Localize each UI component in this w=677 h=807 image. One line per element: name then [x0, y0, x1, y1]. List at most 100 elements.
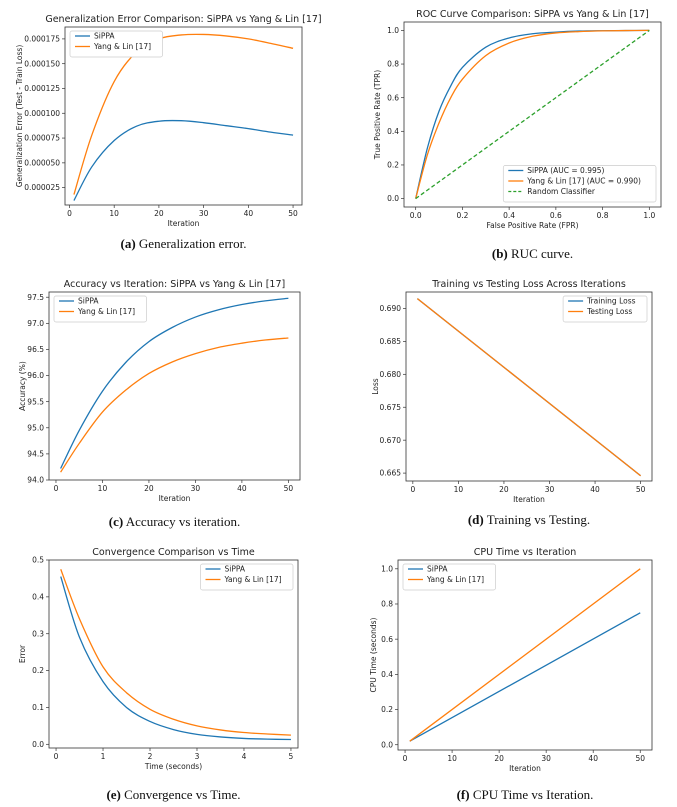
legend-box: [69, 30, 163, 58]
figure-caption: (b) RUC curve.: [492, 246, 573, 261]
y-tick-label: 0.000100: [24, 109, 60, 118]
x-axis-label: Iteration: [509, 764, 541, 773]
x-tick-label: 30: [545, 485, 555, 494]
legend-label: SiPPA: [427, 565, 448, 574]
x-axis-label: Iteration: [159, 494, 191, 503]
x-tick-label: 5: [289, 752, 294, 761]
legend-label: SiPPA: [94, 32, 115, 41]
x-tick-label: 20: [499, 485, 509, 494]
x-axis-label: False Positive Rate (FPR): [487, 221, 579, 230]
legend-label: Random Classifier: [527, 187, 596, 196]
series-line-yang-lin-17: [409, 568, 641, 742]
y-tick-label: 0.665: [380, 469, 402, 478]
plot-frame: [403, 21, 662, 208]
legend: SiPPA (AUC = 0.995) Yang & Lin [17] (AUC …: [502, 165, 657, 203]
x-tick-label: 0.6: [550, 211, 562, 220]
legend-label: Yang & Lin [17]: [93, 42, 151, 51]
legend-box: [200, 563, 294, 591]
caption-text: RUC curve.: [508, 246, 573, 261]
chart-c: Accuracy vs Iteration: SiPPA vs Yang & L…: [18, 279, 301, 529]
y-tick-label: 0.2: [32, 666, 44, 675]
x-tick-label: 10: [98, 484, 108, 493]
y-axis-label: Loss: [371, 378, 380, 395]
x-tick-label: 10: [109, 209, 119, 218]
x-tick-label: 1.0: [643, 211, 655, 220]
y-tick-label: 97.5: [27, 293, 44, 302]
chart-title: ROC Curve Comparison: SiPPA vs Yang & Li…: [416, 9, 649, 20]
y-tick-label: 0.4: [32, 592, 44, 601]
x-tick-label: 50: [635, 754, 645, 763]
y-tick-label: 96.5: [27, 345, 44, 354]
series-line-sippa: [60, 297, 289, 469]
legend-label: SiPPA: [78, 297, 99, 306]
y-tick-label: 0.000075: [24, 134, 60, 143]
caption-text: Training vs Testing.: [484, 512, 590, 527]
x-tick-label: 4: [242, 752, 247, 761]
y-tick-label: 0.4: [381, 670, 393, 679]
x-tick-label: 1: [101, 752, 106, 761]
figure-caption: (a) Generalization error.: [121, 236, 247, 251]
x-tick-label: 40: [237, 484, 247, 493]
figure-caption: (f) CPU Time vs Iteration.: [457, 787, 594, 802]
y-axis-label: Generalization Error (Test - Train Loss): [15, 45, 24, 188]
x-tick-label: 30: [191, 484, 201, 493]
chart-title: Generalization Error Comparison: SiPPA v…: [45, 14, 321, 25]
x-tick-label: 0.8: [597, 211, 609, 220]
figure-caption: (e) Convergence vs Time.: [106, 787, 240, 802]
y-tick-label: 96.0: [27, 371, 44, 380]
chart-d: Training vs Testing Loss Across Iteratio…: [371, 279, 653, 527]
chart-b: ROC Curve Comparison: SiPPA vs Yang & Li…: [373, 9, 662, 261]
x-tick-label: 30: [541, 754, 551, 763]
x-tick-label: 30: [199, 209, 209, 218]
x-tick-label: 3: [195, 752, 200, 761]
legend-box: [502, 165, 657, 203]
x-tick-label: 40: [590, 485, 600, 494]
legend-label: Yang & Lin [17]: [426, 575, 484, 584]
y-axis-label: Accuracy (%): [18, 361, 27, 411]
x-tick-label: 10: [447, 754, 457, 763]
y-tick-label: 0.000125: [24, 84, 60, 93]
y-tick-label: 0.5: [32, 556, 44, 565]
plot-frame: [405, 291, 653, 482]
legend-label: SiPPA (AUC = 0.995): [527, 166, 604, 175]
caption-text: Accuracy vs iteration.: [123, 514, 240, 529]
y-tick-label: 97.0: [27, 319, 44, 328]
x-axis-label: Iteration: [513, 495, 545, 504]
y-tick-label: 95.0: [27, 423, 44, 432]
x-tick-label: 40: [588, 754, 598, 763]
x-tick-label: 50: [288, 209, 298, 218]
y-tick-label: 0.2: [381, 705, 393, 714]
chart-a: Generalization Error Comparison: SiPPA v…: [15, 14, 322, 251]
x-tick-label: 40: [244, 209, 254, 218]
x-tick-label: 50: [284, 484, 294, 493]
chart-title: CPU Time vs Iteration: [474, 547, 577, 558]
y-tick-label: 0.0: [32, 740, 44, 749]
caption-label: (c): [109, 514, 123, 529]
y-tick-label: 0.3: [32, 629, 44, 638]
series-line-sippa: [60, 576, 291, 741]
legend-label: Testing Loss: [586, 307, 632, 316]
y-tick-label: 0.4: [387, 127, 399, 136]
chart-e: Convergence Comparison vs Time 0 1 2 3 4 5 0.0 0…: [18, 547, 299, 802]
series-line-sippa: [409, 612, 641, 742]
y-tick-label: 0.685: [380, 337, 402, 346]
x-tick-label: 0: [410, 485, 415, 494]
caption-label: (d): [468, 512, 484, 527]
legend-label: Yang & Lin [17] (AUC = 0.990): [526, 177, 641, 186]
caption-text: Convergence vs Time.: [121, 787, 241, 802]
legend-box: [402, 563, 496, 591]
y-tick-label: 0.680: [380, 370, 402, 379]
series-line-yang-lin-17: [60, 568, 291, 736]
y-tick-label: 0.6: [381, 635, 393, 644]
x-tick-label: 20: [154, 209, 164, 218]
plot-frame: [48, 559, 299, 749]
plot-frame: [64, 26, 303, 206]
y-tick-label: 94.5: [27, 449, 44, 458]
series-line-yang-lin-17: [60, 337, 289, 473]
caption-text: CPU Time vs Iteration.: [470, 787, 594, 802]
y-tick-label: 0.8: [381, 600, 393, 609]
figure-caption: (c) Accuracy vs iteration.: [109, 514, 240, 529]
y-tick-label: 0.690: [380, 304, 402, 313]
